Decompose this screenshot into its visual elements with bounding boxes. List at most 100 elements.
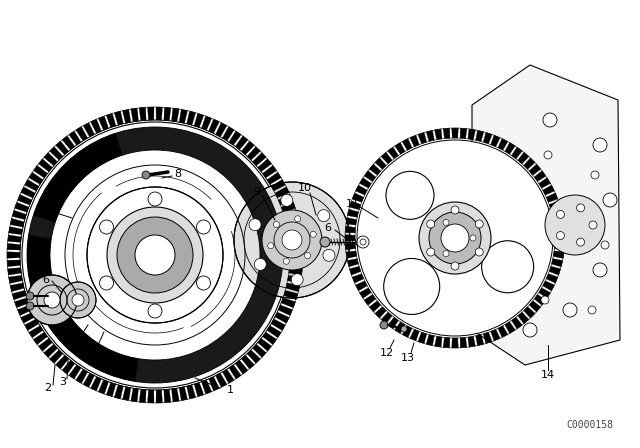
Polygon shape <box>9 276 22 284</box>
Polygon shape <box>83 123 94 137</box>
Circle shape <box>254 258 266 270</box>
Polygon shape <box>62 360 75 374</box>
Polygon shape <box>9 227 22 235</box>
Circle shape <box>401 326 407 332</box>
Polygon shape <box>375 158 387 169</box>
Circle shape <box>282 230 302 250</box>
Polygon shape <box>289 260 303 267</box>
Polygon shape <box>345 235 355 241</box>
Polygon shape <box>349 201 361 210</box>
Text: 7: 7 <box>36 203 44 213</box>
Polygon shape <box>179 387 188 401</box>
Polygon shape <box>33 332 47 345</box>
Polygon shape <box>364 171 376 181</box>
Polygon shape <box>460 128 467 138</box>
Polygon shape <box>24 180 39 191</box>
Circle shape <box>20 120 290 390</box>
Polygon shape <box>148 107 154 120</box>
Text: 6: 6 <box>324 223 332 233</box>
Polygon shape <box>554 218 564 225</box>
Circle shape <box>470 235 476 241</box>
Circle shape <box>563 303 577 317</box>
Polygon shape <box>360 288 371 298</box>
Circle shape <box>196 220 211 234</box>
Polygon shape <box>229 131 241 145</box>
Polygon shape <box>388 147 399 159</box>
Circle shape <box>284 258 289 264</box>
Polygon shape <box>83 373 94 388</box>
Polygon shape <box>262 165 276 178</box>
Circle shape <box>577 204 584 212</box>
Polygon shape <box>148 390 154 403</box>
Text: C0000158: C0000158 <box>566 420 614 430</box>
Polygon shape <box>284 290 298 300</box>
Text: 12: 12 <box>380 348 394 358</box>
Polygon shape <box>505 322 515 333</box>
Polygon shape <box>7 252 20 258</box>
Polygon shape <box>402 326 412 337</box>
Polygon shape <box>348 258 358 267</box>
Polygon shape <box>122 109 131 123</box>
Circle shape <box>443 220 449 225</box>
Polygon shape <box>483 332 492 344</box>
Polygon shape <box>56 355 68 369</box>
Circle shape <box>44 292 60 308</box>
Polygon shape <box>24 319 39 331</box>
Polygon shape <box>472 65 620 365</box>
Polygon shape <box>194 113 204 128</box>
Polygon shape <box>552 209 563 217</box>
Circle shape <box>22 122 288 388</box>
Polygon shape <box>33 133 122 223</box>
Polygon shape <box>346 251 356 258</box>
Polygon shape <box>216 123 227 137</box>
Polygon shape <box>443 128 450 138</box>
Polygon shape <box>554 251 564 258</box>
Polygon shape <box>549 201 561 210</box>
Polygon shape <box>452 338 458 348</box>
Polygon shape <box>106 383 116 397</box>
Polygon shape <box>524 307 535 318</box>
Circle shape <box>429 212 481 264</box>
Polygon shape <box>7 260 20 267</box>
Polygon shape <box>349 266 361 275</box>
Circle shape <box>249 219 261 231</box>
Polygon shape <box>12 210 26 220</box>
Polygon shape <box>241 355 254 369</box>
Text: 2: 2 <box>44 383 52 393</box>
Polygon shape <box>547 193 558 202</box>
Polygon shape <box>8 268 21 275</box>
Polygon shape <box>115 111 124 125</box>
Polygon shape <box>91 119 101 134</box>
Circle shape <box>419 202 491 274</box>
Polygon shape <box>483 133 492 144</box>
Polygon shape <box>69 131 81 145</box>
Polygon shape <box>369 301 381 312</box>
Circle shape <box>593 263 607 277</box>
Text: 1: 1 <box>227 385 234 395</box>
Polygon shape <box>44 153 58 166</box>
Polygon shape <box>345 243 356 250</box>
Circle shape <box>384 258 440 314</box>
Circle shape <box>60 282 96 318</box>
Polygon shape <box>172 388 179 402</box>
Polygon shape <box>345 226 356 233</box>
Polygon shape <box>62 136 75 150</box>
Text: 10: 10 <box>298 183 312 193</box>
Circle shape <box>107 207 203 303</box>
Circle shape <box>451 206 459 214</box>
Polygon shape <box>518 312 529 324</box>
Polygon shape <box>12 290 26 300</box>
Circle shape <box>603 193 617 207</box>
Circle shape <box>294 216 301 222</box>
Polygon shape <box>435 336 442 347</box>
Polygon shape <box>122 387 131 401</box>
Polygon shape <box>287 276 301 284</box>
Polygon shape <box>38 338 52 351</box>
Polygon shape <box>356 185 367 195</box>
Polygon shape <box>289 235 302 242</box>
Circle shape <box>589 221 597 229</box>
Polygon shape <box>33 165 47 178</box>
Polygon shape <box>539 178 550 188</box>
Circle shape <box>601 241 609 249</box>
Polygon shape <box>498 326 508 337</box>
